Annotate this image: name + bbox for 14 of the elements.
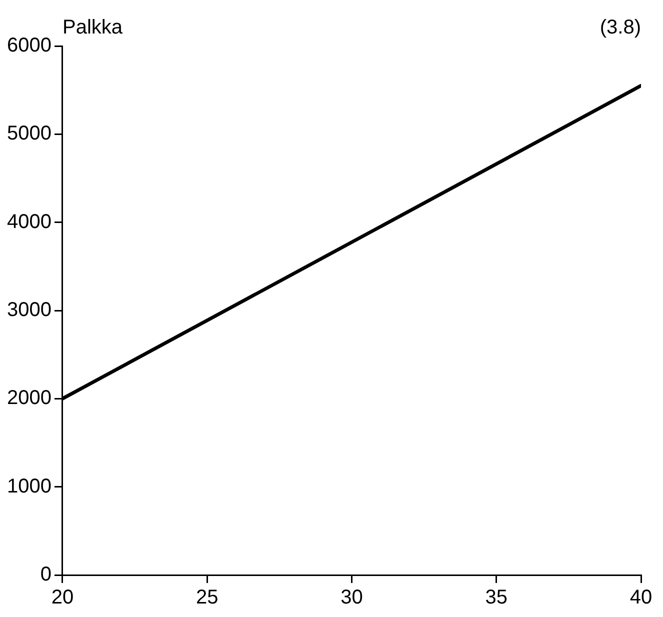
x-tick-label: 40 [630, 586, 652, 609]
y-axis-title: Palkka [62, 16, 124, 39]
y-tick-label: 1000 [6, 475, 52, 498]
y-tick-label: 6000 [6, 34, 52, 57]
y-tick-label: 4000 [6, 210, 52, 233]
x-tick-label: 20 [51, 586, 74, 609]
x-tick-label: 35 [485, 586, 508, 609]
y-tick-label: 5000 [6, 122, 52, 145]
y-tick-label: 0 [40, 564, 52, 586]
x-tick-label: 30 [340, 586, 363, 609]
text: (3.8) [600, 16, 641, 39]
x-tick-label: 25 [196, 586, 218, 609]
y-tick-label: 2000 [6, 387, 52, 410]
y-tick-label: 3000 [6, 299, 52, 322]
